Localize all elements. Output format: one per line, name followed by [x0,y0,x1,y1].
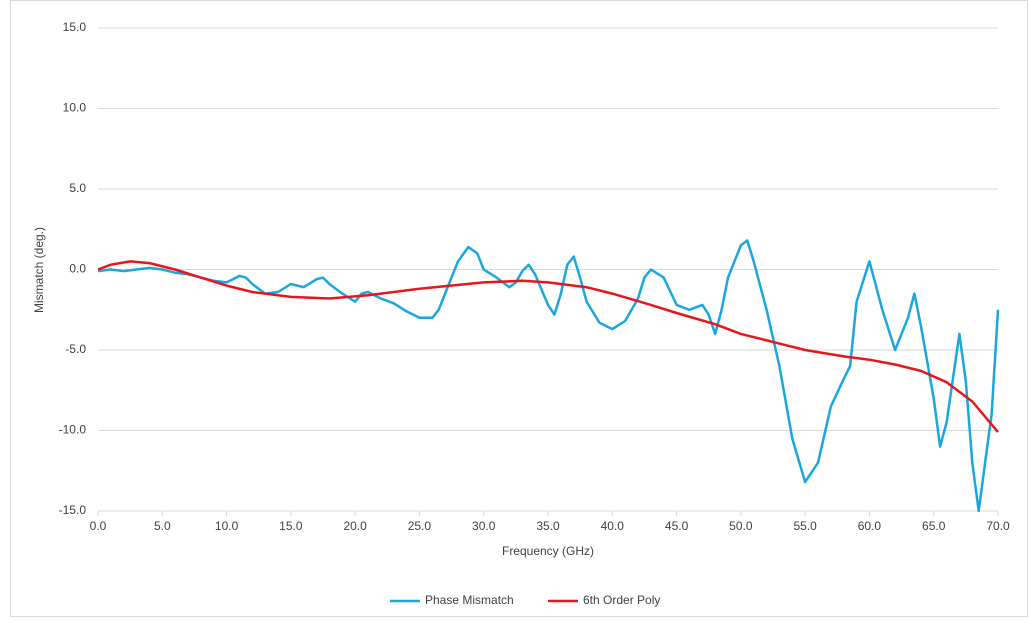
y-tick-label: -15.0 [59,503,87,517]
x-tick-label: 50.0 [729,519,753,533]
y-tick-label: 5.0 [69,181,86,195]
x-tick-label: 20.0 [343,519,367,533]
legend-label: 6th Order Poly [583,593,660,607]
chart-border [10,0,1028,617]
x-tick-label: 45.0 [665,519,689,533]
x-tick-label: 55.0 [793,519,817,533]
x-tick-label: 60.0 [858,519,882,533]
y-tick-label: 10.0 [63,101,87,115]
x-tick-label: 25.0 [408,519,432,533]
y-tick-label: 0.0 [69,262,86,276]
x-tick-label: 0.0 [90,519,107,533]
y-tick-label: -10.0 [59,423,87,437]
x-tick-label: 15.0 [279,519,303,533]
x-tick-label: 30.0 [472,519,496,533]
x-tick-label: 70.0 [986,519,1010,533]
y-tick-label: 15.0 [63,20,87,34]
series-line [97,260,999,433]
x-axis-title: Frequency (GHz) [502,544,594,558]
x-tick-label: 40.0 [601,519,625,533]
x-tick-label: 10.0 [215,519,239,533]
y-tick-label: -5.0 [65,342,86,356]
y-axis-title: Mismatch (deg.) [32,227,46,313]
x-tick-label: 65.0 [922,519,946,533]
x-tick-label: 5.0 [154,519,171,533]
x-tick-label: 35.0 [536,519,560,533]
legend-label: Phase Mismatch [425,593,514,607]
